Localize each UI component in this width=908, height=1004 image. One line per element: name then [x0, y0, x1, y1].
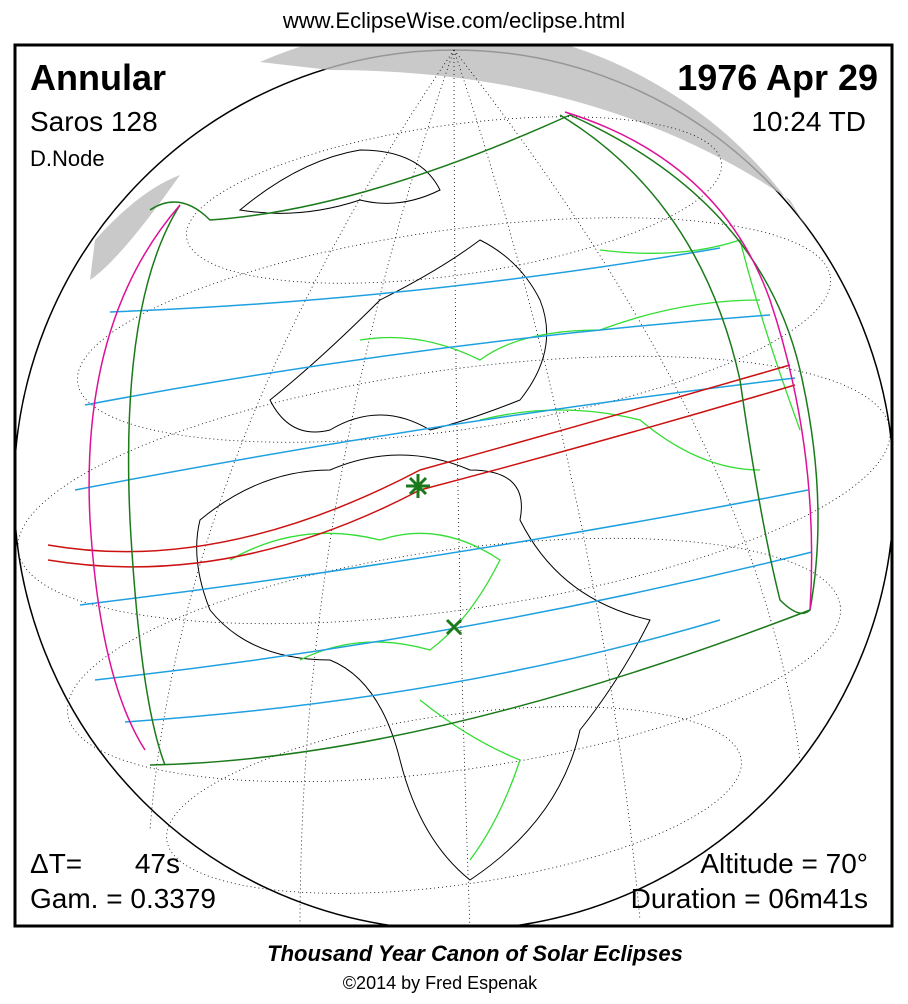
delta-t-label: ΔT= [30, 848, 82, 879]
altitude: Altitude = 70° [700, 848, 868, 879]
frame [13, 43, 894, 928]
gamma: Gam. = 0.3379 [30, 883, 216, 914]
globe [15, 45, 892, 926]
footer-title: Thousand Year Canon of Solar Eclipses [267, 941, 683, 966]
delta-t-value: 47s [135, 848, 180, 879]
time: 10:24 TD [751, 106, 866, 137]
saros: Saros 128 [30, 106, 158, 137]
duration: Duration = 06m41s [631, 883, 868, 914]
node: D.Node [30, 146, 105, 171]
eclipse-type: Annular [30, 57, 166, 98]
url: www.EclipseWise.com/eclipse.html [282, 8, 625, 33]
date: 1976 Apr 29 [677, 57, 878, 98]
copyright: ©2014 by Fred Espenak [343, 973, 538, 993]
